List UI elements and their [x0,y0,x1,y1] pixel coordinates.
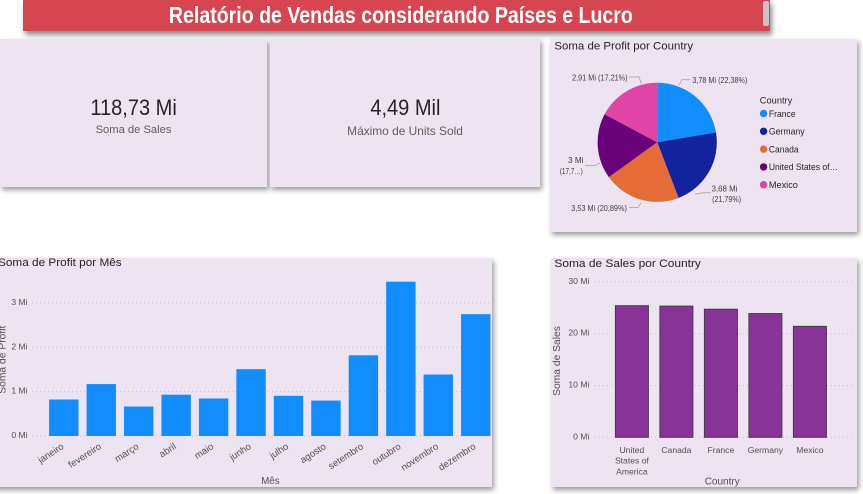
svg-text:Soma de Profit por Country: Soma de Profit por Country [554,40,693,52]
svg-text:Country: Country [705,477,740,488]
svg-text:(17,7…): (17,7…) [560,167,583,176]
svg-text:agosto: agosto [298,441,328,466]
svg-text:fevereiro: fevereiro [67,441,104,470]
svg-text:Mês: Mês [261,476,279,487]
svg-text:março: março [113,441,141,465]
svg-text:Mexico: Mexico [796,445,823,455]
svg-text:Canada: Canada [661,445,691,455]
svg-text:Soma de Sales por Country: Soma de Sales por Country [554,258,701,270]
svg-text:0 Mi: 0 Mi [11,430,27,440]
svg-text:Country: Country [760,95,793,105]
svg-text:setembro: setembro [327,441,366,472]
svg-text:2 Mi: 2 Mi [11,341,27,351]
svg-text:maio: maio [193,441,216,461]
svg-text:(21,79%): (21,79%) [712,195,741,204]
svg-text:United: United [619,445,644,455]
svg-text:janeiro: janeiro [35,441,66,466]
svg-text:Canada: Canada [769,144,799,154]
svg-text:novembro: novembro [399,441,440,473]
svg-text:America: America [616,466,648,476]
svg-text:20 Mi: 20 Mi [568,328,589,338]
svg-text:3,53 Mi (20,89%): 3,53 Mi (20,89%) [571,204,627,213]
svg-text:3 Mi: 3 Mi [11,297,27,307]
svg-text:United States of…: United States of… [769,162,838,172]
svg-text:julho: julho [267,441,291,462]
svg-text:Soma de Sales: Soma de Sales [552,326,563,396]
svg-text:dezembro: dezembro [437,441,478,473]
svg-text:30 Mi: 30 Mi [568,276,589,286]
svg-text:junho: junho [227,441,253,463]
svg-text:Soma de Profit: Soma de Profit [0,326,8,394]
svg-text:States of: States of [615,456,650,466]
svg-text:Germany: Germany [769,127,805,137]
svg-text:3,68 Mi: 3,68 Mi [712,185,738,194]
svg-text:1 Mi: 1 Mi [11,386,27,396]
svg-text:3 Mi: 3 Mi [568,156,584,165]
svg-text:0 Mi: 0 Mi [573,431,589,441]
svg-text:Germany: Germany [748,445,784,455]
svg-text:3,78 Mi (22,38%): 3,78 Mi (22,38%) [692,76,747,85]
svg-text:Soma de Profit por Mês: Soma de Profit por Mês [0,258,122,269]
svg-text:2,91 Mi (17,21%): 2,91 Mi (17,21%) [572,74,628,83]
svg-text:France: France [708,445,735,455]
svg-text:Mexico: Mexico [769,180,798,190]
svg-text:10 Mi: 10 Mi [568,379,589,389]
svg-text:France: France [769,109,796,119]
svg-text:abril: abril [157,441,178,460]
